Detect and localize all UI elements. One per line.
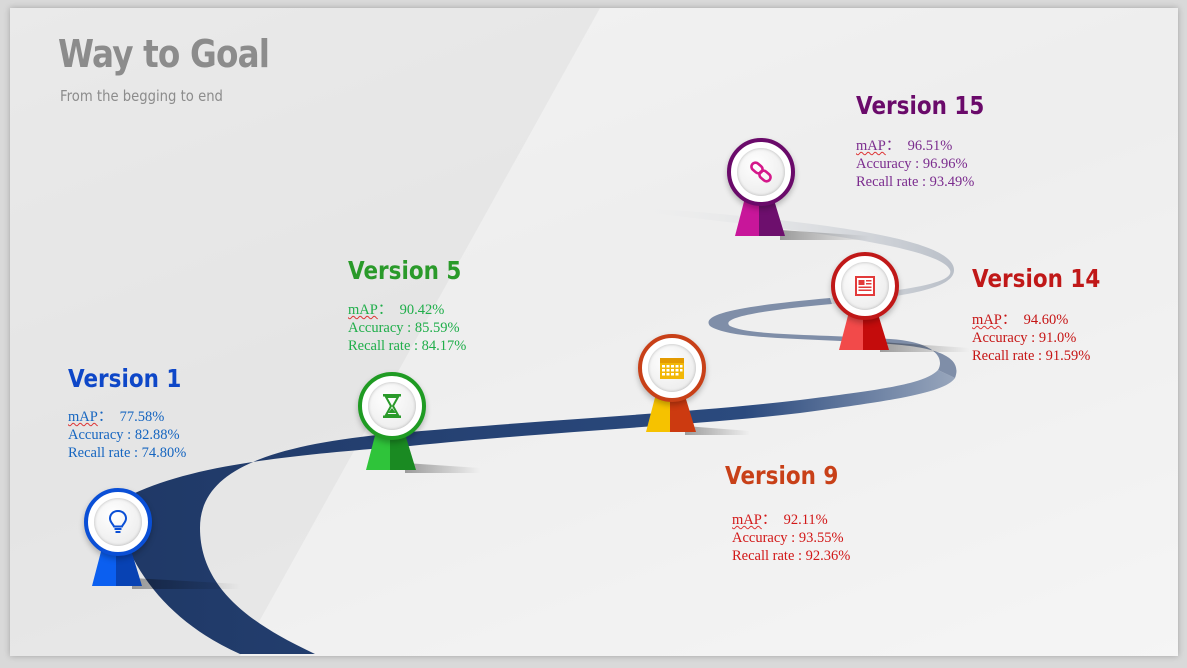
marker-shadow	[780, 230, 870, 240]
milestone-title-v14: Version 14	[972, 264, 1101, 293]
metric-accuracy: Accuracy : 82.88%	[68, 427, 180, 443]
metric-recall: Recall rate : 84.17%	[348, 338, 467, 354]
metric-map: mAP： 77.58%	[68, 409, 165, 425]
milestone-marker-v5[interactable]	[356, 372, 428, 482]
road-middle	[708, 298, 957, 378]
metric-recall: Recall rate : 74.80%	[68, 445, 187, 461]
page-subtitle: From the begging to end	[60, 87, 223, 105]
metric-accuracy: Accuracy : 85.59%	[348, 320, 460, 336]
road-near	[115, 370, 955, 654]
marker-shadow	[685, 426, 750, 435]
milestone-metrics-v15: mAP： 96.51% Accuracy : 96.96% Recall rat…	[856, 137, 974, 191]
metric-map: mAP： 96.51%	[856, 138, 953, 154]
metric-accuracy: Accuracy : 93.55%	[732, 530, 844, 546]
document-icon	[855, 276, 875, 296]
metric-recall: Recall rate : 93.49%	[856, 174, 975, 190]
milestone-metrics-v14: mAP： 94.60% Accuracy : 91.0% Recall rate…	[972, 311, 1090, 365]
milestone-title-v1: Version 1	[68, 364, 182, 393]
marker-shadow	[132, 578, 240, 589]
milestone-metrics-v1: mAP： 77.58% Accuracy : 82.88% Recall rat…	[68, 408, 186, 462]
metric-accuracy: Accuracy : 96.96%	[856, 156, 968, 172]
metric-map: mAP： 94.60%	[972, 312, 1069, 328]
milestone-marker-v15[interactable]	[725, 138, 797, 248]
milestone-metrics-v9: mAP： 92.11% Accuracy : 93.55% Recall rat…	[732, 511, 850, 565]
milestone-metrics-v5: mAP： 90.42% Accuracy : 85.59% Recall rat…	[348, 301, 466, 355]
marker-shadow	[880, 342, 970, 352]
marker-shadow	[405, 463, 480, 473]
calendar-icon	[660, 358, 684, 379]
metric-recall: Recall rate : 92.36%	[732, 548, 851, 564]
slide: Way to Goal From the begging to end Vers…	[10, 8, 1178, 656]
milestone-title-v5: Version 5	[348, 256, 462, 285]
road-far	[620, 208, 954, 304]
metric-map: mAP： 92.11%	[732, 512, 828, 528]
metric-map: mAP： 90.42%	[348, 302, 445, 318]
hourglass-icon	[383, 394, 401, 418]
milestone-marker-v9[interactable]	[636, 334, 708, 444]
metric-recall: Recall rate : 91.59%	[972, 348, 1091, 364]
page-title: Way to Goal	[58, 32, 270, 76]
milestone-marker-v1[interactable]	[82, 488, 154, 598]
metric-accuracy: Accuracy : 91.0%	[972, 330, 1077, 346]
road	[115, 208, 970, 654]
milestone-marker-v14[interactable]	[829, 252, 901, 362]
milestone-title-v15: Version 15	[856, 91, 985, 120]
lightbulb-icon	[108, 509, 128, 533]
link-icon	[750, 161, 772, 183]
milestone-title-v9: Version 9	[725, 461, 839, 490]
